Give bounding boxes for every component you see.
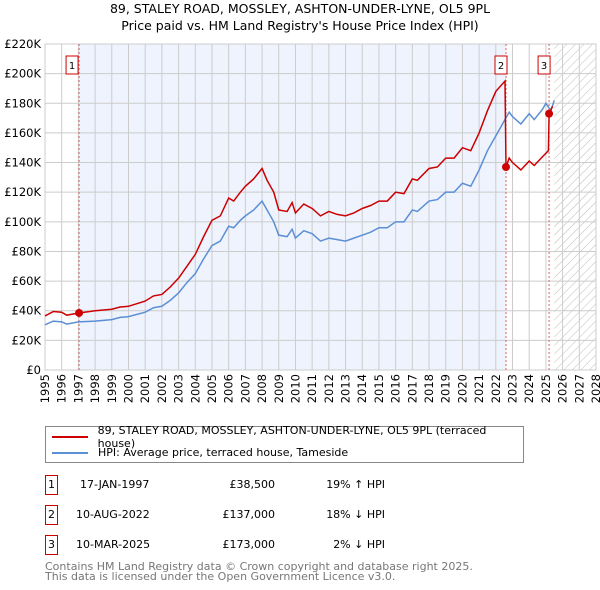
x-tick-label: 2027 xyxy=(572,374,586,403)
y-tick-label: £80K xyxy=(12,244,42,258)
x-tick-label: 2009 xyxy=(272,374,286,403)
x-tick-label: 2002 xyxy=(155,374,169,403)
y-tick-label: £60K xyxy=(12,274,42,288)
x-tick-label: 2003 xyxy=(172,374,186,403)
footer-copyright: Contains HM Land Registry data © Crown c… xyxy=(45,560,473,573)
x-tick-label: 2024 xyxy=(522,374,536,403)
x-tick-label: 2005 xyxy=(205,374,219,403)
x-tick-label: 2000 xyxy=(121,374,135,403)
x-tick-label: 2025 xyxy=(539,374,553,403)
annotation-badge xyxy=(494,55,508,75)
x-tick-label: 2017 xyxy=(405,374,419,403)
x-tick-label: 2006 xyxy=(222,374,236,403)
sale-badge: 2 xyxy=(45,505,58,525)
annotation-label: 2 xyxy=(498,61,504,72)
sale-date: 17-JAN-1997 xyxy=(80,478,150,491)
chart-subtitle: Price paid vs. HM Land Registry's House … xyxy=(121,18,479,33)
sale-date: 10-MAR-2025 xyxy=(76,538,151,551)
x-tick-label: 1996 xyxy=(55,374,69,403)
x-tick-label: 1997 xyxy=(71,374,85,403)
sale-date: 10-AUG-2022 xyxy=(76,508,150,521)
sale-point xyxy=(502,162,511,171)
sale-hpi: 19% ↑ HPI xyxy=(326,478,385,491)
x-tick-label: 2028 xyxy=(589,374,600,403)
forecast-hatch xyxy=(554,44,596,370)
y-tick-label: £160K xyxy=(4,126,41,140)
x-tick-label: 2018 xyxy=(422,374,436,403)
annotation-badge xyxy=(65,55,79,75)
x-tick-label: 2001 xyxy=(138,374,152,403)
chart-legend: 89, STALEY ROAD, MOSSLEY, ASHTON-UNDER-L… xyxy=(45,424,524,463)
ownership-shading xyxy=(79,44,507,370)
x-tick-label: 2016 xyxy=(389,374,403,403)
legend-label: HPI: Average price, terraced house, Tame… xyxy=(98,446,349,459)
y-tick-label: £100K xyxy=(4,215,41,229)
sale-hpi: 18% ↓ HPI xyxy=(326,508,385,521)
y-tick-label: £180K xyxy=(4,96,41,110)
x-tick-label: 1998 xyxy=(88,374,102,403)
sale-point xyxy=(75,308,84,317)
x-tick-label: 2020 xyxy=(455,374,469,403)
sale-price: £173,000 xyxy=(222,538,276,551)
y-tick-label: £220K xyxy=(4,37,41,51)
y-tick-label: £0 xyxy=(26,363,41,377)
annotation-label: 3 xyxy=(541,61,547,72)
x-tick-label: 2007 xyxy=(238,374,252,403)
y-tick-label: £140K xyxy=(4,156,41,170)
chart-title: 89, STALEY ROAD, MOSSLEY, ASHTON-UNDER-L… xyxy=(109,1,491,16)
hpi-line xyxy=(44,100,555,326)
x-tick-label: 2013 xyxy=(339,374,353,403)
x-tick-label: 2026 xyxy=(556,374,570,403)
sale-point xyxy=(545,109,554,118)
x-tick-label: 1999 xyxy=(105,374,119,403)
sale-badge: 1 xyxy=(45,475,58,495)
sale-hpi: 2% ↓ HPI xyxy=(333,538,385,551)
legend-label: 89, STALEY ROAD, MOSSLEY, ASHTON-UNDER-L… xyxy=(97,423,487,450)
legend-swatch xyxy=(52,435,88,438)
y-tick-label: £120K xyxy=(4,185,41,199)
y-tick-label: £200K xyxy=(4,67,41,81)
x-tick-label: 1995 xyxy=(38,374,52,403)
y-tick-label: £40K xyxy=(12,304,42,318)
sale-price: £137,000 xyxy=(222,508,276,521)
legend-item-hpi: HPI: Average price, terraced house, Tame… xyxy=(52,446,348,459)
footer-licence: This data is licensed under the Open Gov… xyxy=(45,570,396,583)
annotation-badge xyxy=(537,55,551,75)
x-tick-label: 2015 xyxy=(372,374,386,403)
legend-item-property: 89, STALEY ROAD, MOSSLEY, ASHTON-UNDER-L… xyxy=(52,424,523,450)
sale-badge: 3 xyxy=(45,535,58,555)
x-tick-label: 2008 xyxy=(255,374,269,403)
x-tick-label: 2004 xyxy=(188,374,202,403)
x-tick-label: 2012 xyxy=(322,374,336,403)
x-tick-label: 2022 xyxy=(489,374,503,403)
x-tick-label: 2023 xyxy=(506,374,520,403)
plot-border xyxy=(44,43,597,371)
x-tick-label: 2010 xyxy=(288,374,302,403)
property-price-line xyxy=(44,79,554,317)
sale-price: £38,500 xyxy=(229,478,276,491)
x-tick-label: 2019 xyxy=(439,374,453,403)
y-tick-label: £20K xyxy=(12,333,42,347)
x-tick-label: 2011 xyxy=(305,374,319,403)
legend-swatch xyxy=(52,451,88,454)
x-tick-label: 2021 xyxy=(472,374,486,403)
annotation-label: 1 xyxy=(69,61,75,72)
x-tick-label: 2014 xyxy=(355,374,369,403)
